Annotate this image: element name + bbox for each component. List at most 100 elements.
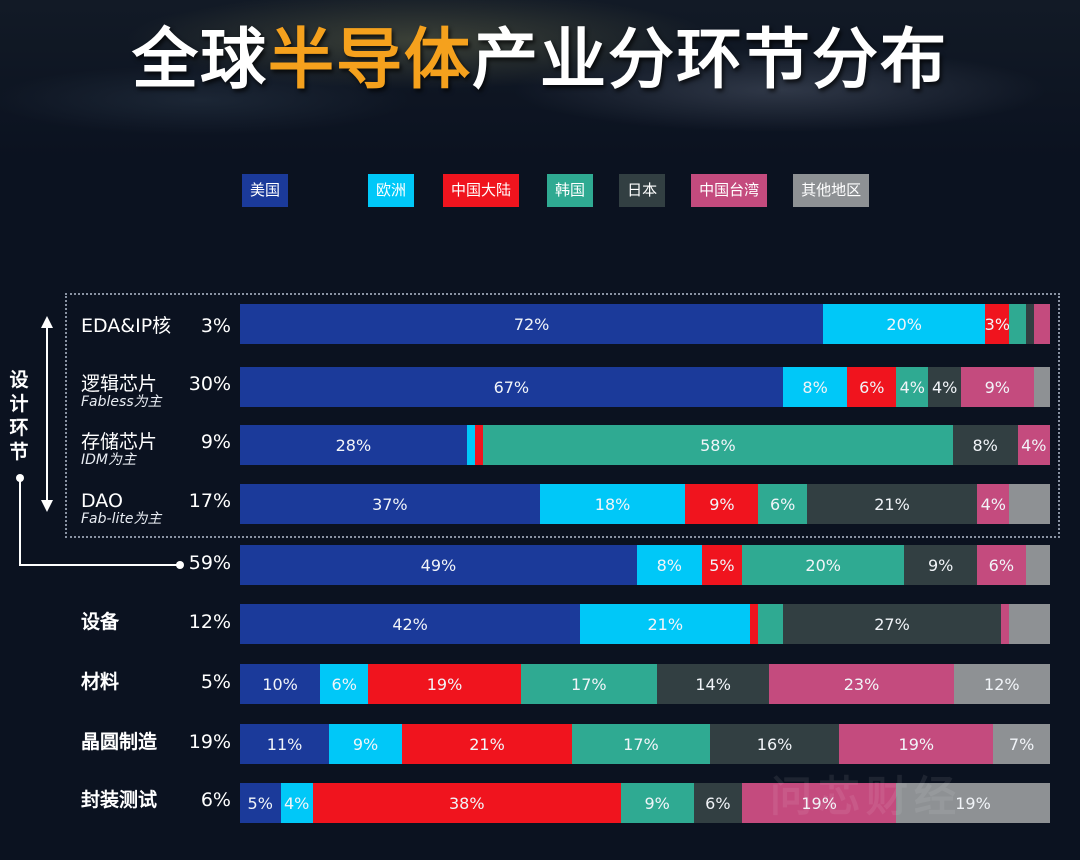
bar-segment-china_mainland: [474, 425, 483, 465]
bar-segment-taiwan: 4%: [1017, 425, 1050, 465]
legend-item-europe: 欧洲: [368, 174, 415, 207]
legend-item-china_mainland: 中国大陆: [443, 174, 520, 207]
legend-item-taiwan: 中国台湾: [691, 174, 768, 207]
design-group-box: [65, 293, 1060, 538]
bar-segment-china_mainland: 6%: [847, 367, 897, 407]
row-label: DAO: [81, 490, 123, 512]
stacked-bar: 37% 18% 9% 6% 21% 4%: [240, 484, 1050, 524]
row-share: 6%: [200, 789, 231, 811]
bar-segment-china_mainland: [750, 604, 759, 644]
bar-segment-korea: 6%: [758, 484, 807, 524]
bar-segment-us: 5%: [240, 783, 281, 823]
row-sublabel: Fab-lite为主: [81, 511, 162, 527]
bar-segment-europe: 20%: [823, 304, 986, 344]
row-share: 59%: [188, 552, 231, 574]
bar-segment-taiwan: 4%: [977, 484, 1010, 524]
row-share: 3%: [200, 315, 231, 337]
bar-segment-taiwan: 23%: [769, 664, 954, 704]
title-part2: 产业分环节分布: [472, 20, 948, 98]
bar-segment-korea: 9%: [620, 783, 694, 823]
row-share: 17%: [188, 490, 231, 512]
row-label: 设备: [81, 611, 120, 633]
bar-segment-china_mainland: 19%: [368, 664, 521, 704]
legend-item-others: 其他地区: [793, 174, 870, 207]
arrow-up-icon: [41, 316, 53, 328]
bar-segment-us: 28%: [240, 425, 467, 465]
bar-segment-others: 7%: [993, 724, 1050, 764]
row-sublabel: IDM为主: [81, 452, 136, 468]
bar-segment-korea: [1009, 304, 1026, 344]
bar-segment-taiwan: [1033, 304, 1050, 344]
stacked-bar: 5% 4% 38% 9% 6% 19% 19%: [240, 783, 1050, 823]
row-share: 19%: [188, 731, 231, 753]
bar-segment-taiwan: 19%: [839, 724, 994, 764]
row-label: 晶圆制造: [81, 731, 158, 753]
bar-segment-others: 12%: [953, 664, 1050, 704]
legend-item-korea: 韩国: [547, 174, 594, 207]
bar-segment-china_mainland: 21%: [401, 724, 573, 764]
connector-end-dot-icon: [176, 561, 184, 569]
bar-segment-korea: 17%: [520, 664, 657, 704]
bar-segment-others: 19%: [896, 783, 1050, 823]
chart-title: 全球半导体产业分环节分布: [0, 6, 1080, 102]
bar-segment-us: 49%: [240, 545, 637, 585]
row-label: 封装测试: [81, 789, 158, 811]
bar-segment-korea: [758, 604, 783, 644]
row-share: 5%: [200, 671, 231, 693]
bar-segment-others: [1033, 367, 1050, 407]
bar-segment-japan: 14%: [657, 664, 770, 704]
design-range-line: [46, 322, 48, 506]
connector-start-dot-icon: [16, 474, 24, 482]
row-label: EDA&IP核: [81, 315, 172, 337]
bar-segment-europe: 9%: [329, 724, 402, 764]
bar-segment-japan: 16%: [709, 724, 840, 764]
bar-segment-others: [1025, 545, 1050, 585]
bar-segment-europe: 4%: [280, 783, 313, 823]
bar-segment-japan: 6%: [693, 783, 743, 823]
row-sublabel: Fabless为主: [81, 394, 162, 410]
design-group-label: 设计环节: [9, 369, 29, 463]
bar-segment-europe: 8%: [782, 367, 848, 407]
row-share: 30%: [188, 373, 231, 395]
stacked-bar: 10% 6% 19% 17% 14% 23% 12%: [240, 664, 1050, 704]
bar-segment-korea: 20%: [742, 545, 905, 585]
bar-segment-us: 72%: [240, 304, 824, 344]
connector-line-horizontal: [19, 564, 179, 566]
bar-segment-japan: 21%: [806, 484, 978, 524]
bar-segment-china_mainland: 5%: [701, 545, 743, 585]
row-label: 逻辑芯片: [81, 373, 158, 395]
bar-segment-europe: 6%: [320, 664, 369, 704]
arrow-down-icon: [41, 500, 53, 512]
stacked-bar: 49% 8% 5% 20% 9% 6%: [240, 545, 1050, 585]
bar-segment-europe: [466, 425, 475, 465]
title-highlight: 半导体: [268, 20, 472, 98]
bar-segment-taiwan: 9%: [960, 367, 1034, 407]
bar-segment-us: 67%: [240, 367, 783, 407]
bar-segment-china_mainland: 9%: [685, 484, 759, 524]
bar-segment-others: [1009, 484, 1050, 524]
bar-segment-taiwan: 6%: [977, 545, 1026, 585]
bar-segment-us: 37%: [240, 484, 540, 524]
legend-item-japan: 日本: [619, 174, 666, 207]
bar-segment-china_mainland: 38%: [312, 783, 621, 823]
bar-segment-europe: 21%: [580, 604, 751, 644]
header-background: [0, 0, 1080, 160]
bar-segment-japan: [1025, 304, 1034, 344]
bar-segment-korea: 4%: [896, 367, 929, 407]
stacked-bar: 42% 21% 27%: [240, 604, 1050, 644]
bar-segment-japan: 9%: [904, 545, 978, 585]
stacked-bar: 67% 8% 6% 4% 4% 9%: [240, 367, 1050, 407]
row-label: 存储芯片: [81, 431, 158, 453]
bar-segment-japan: 27%: [782, 604, 1002, 644]
bar-segment-japan: 8%: [952, 425, 1018, 465]
bar-segment-europe: 18%: [539, 484, 686, 524]
bar-segment-us: 42%: [240, 604, 581, 644]
row-label: 材料: [81, 671, 120, 693]
stacked-bar: 11% 9% 21% 17% 16% 19% 7%: [240, 724, 1050, 764]
bar-segment-taiwan: [1001, 604, 1010, 644]
bar-segment-others: [1009, 604, 1050, 644]
bar-segment-taiwan: 19%: [742, 783, 897, 823]
bar-segment-korea: 58%: [482, 425, 953, 465]
bar-segment-japan: 4%: [928, 367, 961, 407]
legend: 美国 欧洲 中国大陆 韩国 日本 中国台湾 其他地区: [242, 174, 870, 207]
